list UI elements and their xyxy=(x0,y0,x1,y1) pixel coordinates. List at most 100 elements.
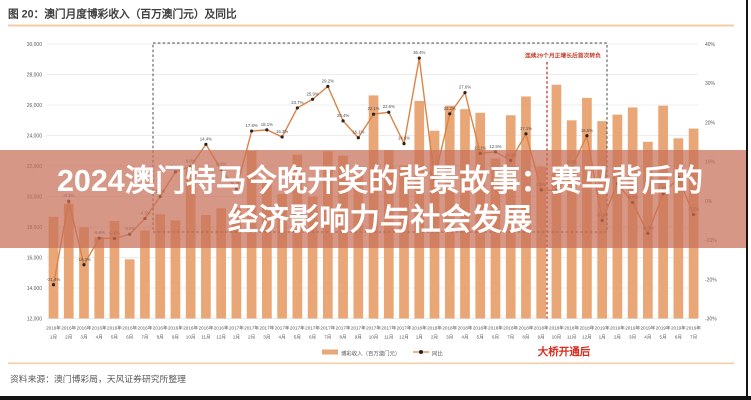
x-axis-month-label: 6月 xyxy=(675,335,682,341)
x-axis-month-label: 1月 xyxy=(233,335,240,341)
x-axis-month-label: 7月 xyxy=(324,335,331,341)
revenue-bar xyxy=(79,227,89,319)
x-axis-month-label: 1月 xyxy=(416,335,423,341)
yoy-marker xyxy=(585,134,589,138)
x-axis-year-label: 2019年 xyxy=(686,325,701,332)
x-axis-month-label: 5月 xyxy=(660,335,667,341)
x-axis-year-label: 2019年 xyxy=(610,325,625,332)
yoy-marker xyxy=(387,110,391,114)
bar-series-swatch xyxy=(322,349,338,355)
x-axis-month-label: 2月 xyxy=(248,335,255,341)
x-axis-month-label: 4月 xyxy=(279,335,286,341)
x-axis-month-label: 7月 xyxy=(141,335,148,341)
x-axis-month-label: 11月 xyxy=(201,335,210,341)
left-axis-tick: 16,000 xyxy=(27,256,43,262)
yoy-point-label: 36.4% xyxy=(413,50,425,55)
x-axis-month-label: 6月 xyxy=(309,335,316,341)
yoy-point-label: 14.6% xyxy=(398,136,410,141)
yoy-point-label: 23.7% xyxy=(291,100,303,105)
revenue-bar xyxy=(63,203,74,319)
yoy-point-label: 17.8% xyxy=(246,123,258,128)
x-axis-month-label: 11月 xyxy=(567,335,576,341)
x-axis-month-label: 12月 xyxy=(399,335,409,341)
x-axis-year-label: 2019年 xyxy=(625,325,640,332)
x-axis-month-label: 10月 xyxy=(186,335,196,341)
left-axis-tick: 24,000 xyxy=(27,134,43,140)
revenue-bar xyxy=(155,214,166,319)
yoy-point-label: 16.3% xyxy=(276,129,288,134)
x-axis-year-label: 2016年 xyxy=(183,325,198,332)
x-axis-month-label: 5月 xyxy=(477,335,484,341)
x-axis-month-label: 10月 xyxy=(552,335,562,341)
yoy-point-label: 16.1% xyxy=(352,130,364,135)
yoy-point-label: 12.5% xyxy=(489,144,501,149)
revenue-bar xyxy=(216,208,226,319)
x-axis-year-label: 2017年 xyxy=(244,325,259,332)
yoy-marker xyxy=(250,129,254,133)
left-axis-tick: 26,000 xyxy=(27,103,43,109)
x-axis-month-label: 4月 xyxy=(96,335,103,341)
yoy-marker xyxy=(524,132,528,136)
x-axis-year-label: 2018年 xyxy=(488,325,503,332)
line-series-label: 同比 xyxy=(432,350,443,358)
x-axis-year-label: 2017年 xyxy=(351,325,366,332)
x-axis-year-label: 2017年 xyxy=(320,325,335,332)
headline-text: 2024澳门特马今晚开奖的背景故事：赛马背后的 经济影响力与社会发展 xyxy=(14,162,746,239)
yoy-point-label: -16.3% xyxy=(77,257,91,262)
x-axis-year-label: 2016年 xyxy=(198,325,213,332)
x-axis-month-label: 12月 xyxy=(216,335,226,341)
page-right-border xyxy=(746,0,748,397)
x-axis-month-label: 1月 xyxy=(599,335,606,341)
x-axis-year-label: 2017年 xyxy=(290,325,305,332)
x-axis-month-label: 2月 xyxy=(431,335,438,341)
x-axis-year-label: 2018年 xyxy=(427,325,442,332)
right-axis-tick: 40% xyxy=(705,42,716,48)
x-axis-year-label: 2017年 xyxy=(397,325,412,332)
x-axis-year-label: 2018年 xyxy=(503,325,518,332)
x-axis-year-label: 2018年 xyxy=(458,325,473,332)
x-axis-month-label: 6月 xyxy=(126,335,133,341)
x-axis-year-label: 2016年 xyxy=(77,325,92,332)
x-axis-month-label: 4月 xyxy=(461,335,468,341)
x-axis-year-label: 2018年 xyxy=(534,325,549,332)
x-axis-year-label: 2018年 xyxy=(442,325,457,332)
x-axis-year-label: 2017年 xyxy=(305,325,320,332)
yoy-marker xyxy=(310,97,315,101)
x-axis-labels: 2016年 1月 2016年 2月 2016年 3月 2016年 4月 2016年 5月 2016年… xyxy=(46,325,701,341)
x-axis-year-label: 2018年 xyxy=(549,325,564,332)
yoy-point-label: -21.4% xyxy=(47,277,61,282)
x-axis-year-label: 2018年 xyxy=(580,325,595,332)
yoy-marker xyxy=(204,142,208,146)
yoy-point-label: 20.4% xyxy=(337,113,349,118)
x-axis-month-label: 3月 xyxy=(629,335,636,341)
yoy-marker xyxy=(402,142,406,146)
x-axis-year-label: 2018年 xyxy=(519,325,534,332)
x-axis-month-label: 8月 xyxy=(157,335,164,341)
x-axis-year-label: 2016年 xyxy=(107,325,122,332)
x-axis-year-label: 2019年 xyxy=(671,325,686,332)
right-axis-tick: -20% xyxy=(705,277,717,283)
x-axis-year-label: 2016年 xyxy=(214,325,229,332)
yoy-point-label: 22.1% xyxy=(367,106,379,111)
x-axis-month-label: 7月 xyxy=(690,335,697,341)
left-axis-tick: 12,000 xyxy=(27,317,43,323)
yoy-point-label: 29.2% xyxy=(322,78,334,83)
x-axis-month-label: 1月 xyxy=(50,335,57,341)
yoy-marker xyxy=(280,135,284,139)
x-axis-year-label: 2018年 xyxy=(564,325,579,332)
page-bottom-border xyxy=(0,396,751,400)
yoy-marker xyxy=(356,136,360,140)
x-axis-year-label: 2016年 xyxy=(61,325,76,332)
revenue-bar xyxy=(94,237,105,319)
streak-annotation: 连续29个月正增长后首次转负 xyxy=(525,52,601,60)
headline-overlay-banner: 2024澳门特马今晚开奖的背景故事：赛马背后的 经济影响力与社会发展 xyxy=(0,150,746,248)
revenue-bar xyxy=(231,207,242,319)
x-axis-month-label: 8月 xyxy=(522,335,529,341)
chart-legend: 博彩收入（百万澳门元） 同比 xyxy=(322,349,443,358)
x-axis-month-label: 11月 xyxy=(384,335,393,341)
x-axis-month-label: 9月 xyxy=(355,335,362,341)
revenue-bar xyxy=(109,221,120,319)
x-axis-month-label: 5月 xyxy=(294,335,301,341)
yoy-marker xyxy=(448,112,452,116)
